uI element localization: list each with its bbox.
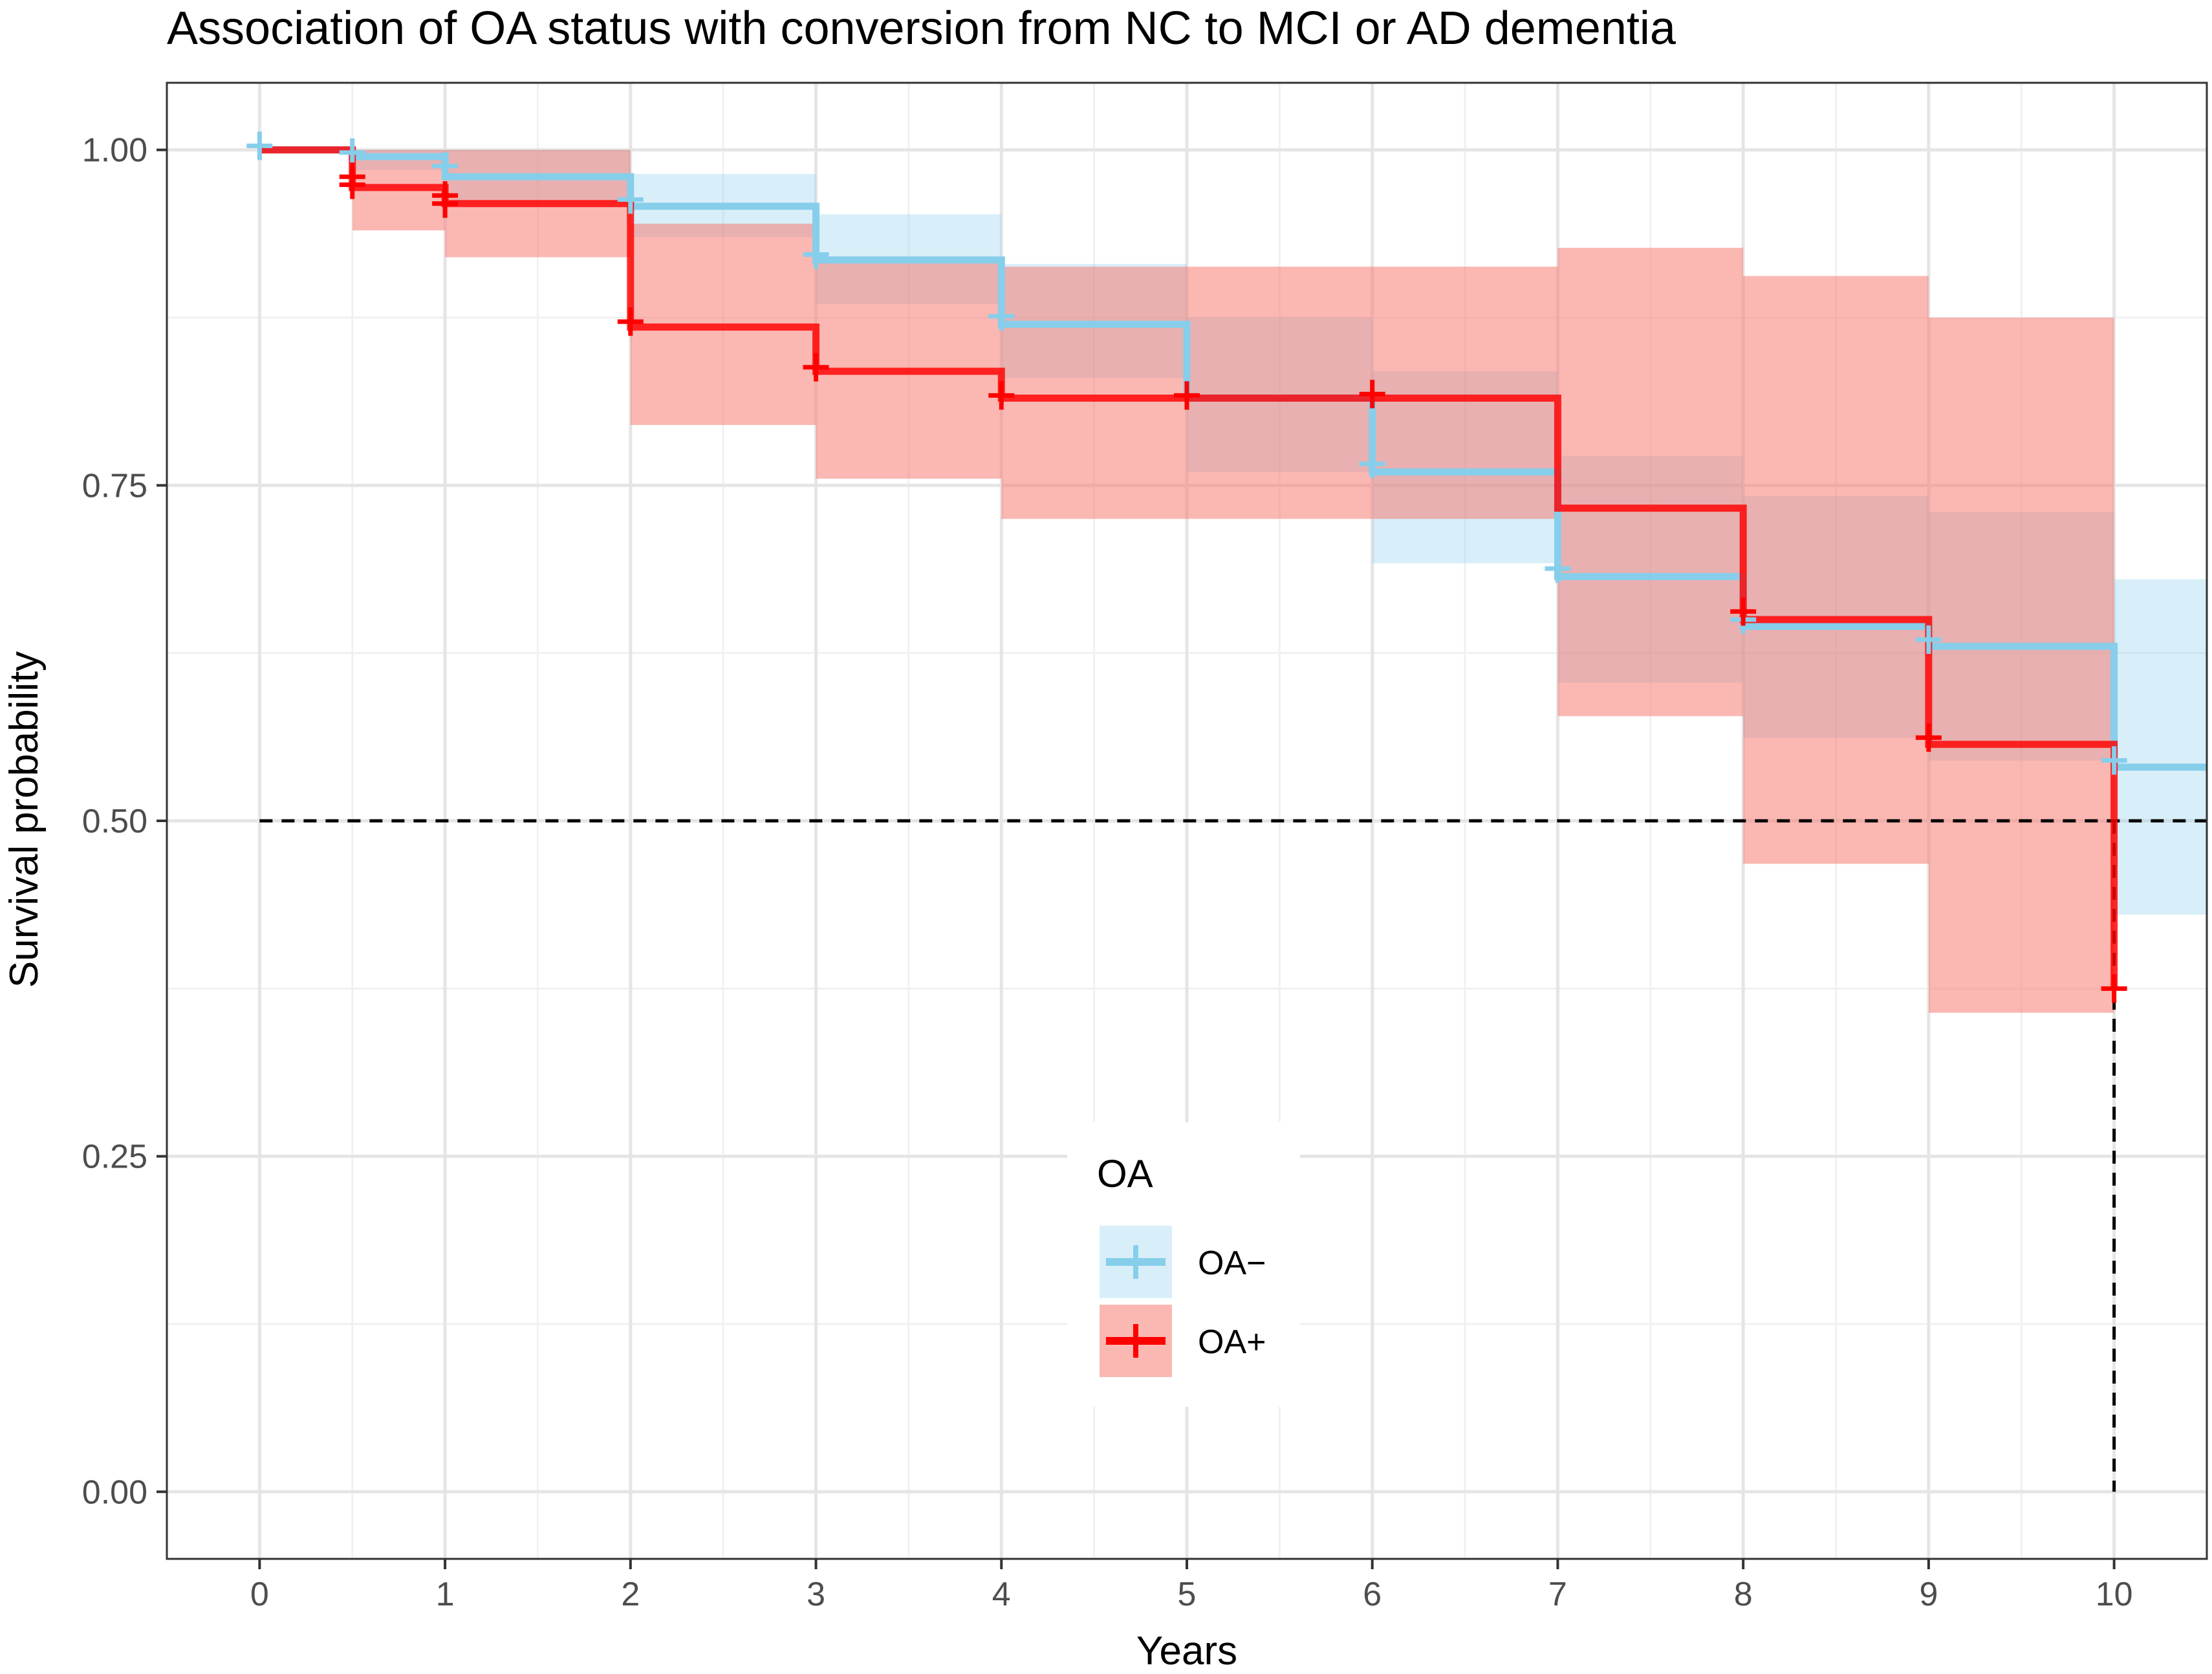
axes: 0 1 2 3 4 5 6 7 8 9 10 0.00 0.25 0.50 0.75 1.00 — [82, 132, 2133, 1613]
censor-mark-oa-minus — [1545, 554, 1571, 583]
x-tick-label: 5 — [1178, 1576, 1197, 1613]
y-tick-label: 0.25 — [82, 1138, 147, 1176]
legend-entry-oa-plus: OA+ — [1100, 1305, 1266, 1377]
censor-mark-oa-plus — [339, 170, 365, 199]
censor-mark-oa-minus — [1915, 625, 1942, 654]
censor-mark-oa-plus — [432, 189, 459, 218]
x-axis-title: Years — [1136, 1629, 1237, 1673]
legend-label-oa-plus: OA+ — [1198, 1323, 1266, 1361]
legend-label-oa-minus: OA− — [1198, 1245, 1266, 1282]
confidence-band-oa-minus — [2114, 579, 2207, 915]
x-tick-label: 4 — [992, 1576, 1011, 1613]
x-tick-label: 0 — [250, 1576, 269, 1613]
censor-mark-oa-plus — [617, 307, 644, 336]
x-tick-label: 9 — [1919, 1576, 1938, 1613]
y-tick-label: 0.00 — [82, 1473, 147, 1511]
censor-mark-oa-minus — [1359, 450, 1385, 479]
censor-mark-oa-plus — [988, 381, 1015, 410]
x-tick-label: 1 — [436, 1576, 455, 1613]
censor-mark-oa-minus — [988, 301, 1015, 331]
y-tick-label: 1.00 — [82, 132, 147, 169]
censor-mark-oa-plus — [803, 353, 829, 382]
x-tick-label: 2 — [621, 1576, 640, 1613]
censor-mark-oa-plus — [1730, 597, 1757, 626]
censor-mark-oa-minus — [617, 185, 644, 214]
x-tick-label: 8 — [1734, 1576, 1753, 1613]
x-tick-label: 3 — [807, 1576, 825, 1613]
censor-mark-oa-minus — [803, 240, 829, 269]
censor-mark-oa-plus — [1174, 381, 1200, 410]
x-tick-label: 6 — [1363, 1576, 1382, 1613]
x-tick-label: 10 — [2096, 1576, 2133, 1613]
y-tick-label: 0.75 — [82, 467, 147, 505]
censor-mark-oa-minus — [246, 131, 273, 160]
y-axis-title: Survival probability — [2, 651, 47, 988]
confidence-band-oa-plus — [1743, 276, 1929, 864]
confidence-band-oa-plus — [1372, 266, 1558, 519]
legend-title: OA — [1097, 1152, 1153, 1195]
censor-mark-oa-plus — [2101, 974, 2127, 1003]
x-tick-label: 7 — [1548, 1576, 1567, 1613]
censor-mark-oa-minus — [432, 151, 459, 180]
censor-mark-oa-plus — [1359, 380, 1385, 409]
censor-marks — [246, 131, 2127, 1003]
censor-mark-oa-minus — [339, 138, 365, 167]
y-tick-label: 0.50 — [82, 803, 147, 840]
legend-entry-oa-minus: OA− — [1100, 1226, 1266, 1298]
chart-title: Association of OA status with conversion… — [167, 3, 1676, 54]
legend: OA OA− OA+ — [1067, 1122, 1300, 1407]
confidence-band-oa-plus — [1557, 248, 1744, 717]
censor-mark-oa-plus — [1915, 723, 1942, 752]
censor-mark-oa-minus — [2101, 746, 2127, 775]
confidence-band-oa-plus — [1928, 318, 2114, 1013]
